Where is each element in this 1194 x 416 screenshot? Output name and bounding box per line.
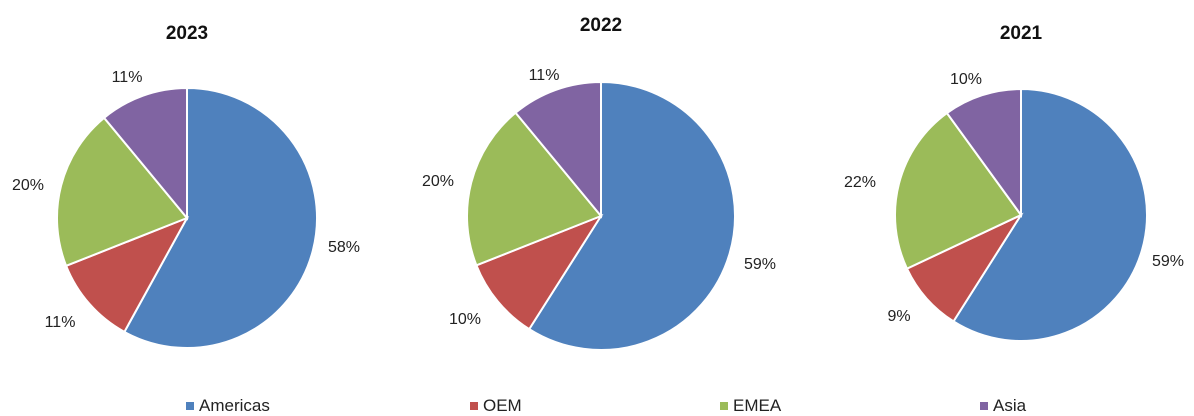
data-label-oem: 9% bbox=[887, 308, 910, 325]
data-label-americas: 58% bbox=[328, 239, 360, 256]
slice-americas bbox=[527, 80, 736, 351]
chart-title: 2021 bbox=[1000, 23, 1043, 44]
slice-asia bbox=[514, 80, 602, 219]
slice-americas bbox=[952, 87, 1148, 342]
data-label-asia: 11% bbox=[112, 69, 143, 86]
data-label-americas: 59% bbox=[744, 256, 776, 273]
pie-chart-2022: 2022 59% 10% 20% 11% bbox=[422, 15, 776, 351]
slice-asia bbox=[945, 87, 1022, 219]
slice-oem bbox=[64, 216, 190, 334]
legend-label-emea: EMEA bbox=[733, 396, 782, 415]
data-label-oem: 11% bbox=[45, 314, 76, 331]
legend-item-oem: OEM bbox=[470, 396, 522, 416]
pie-chart-2023: 2023 58% 11% 20% 11% bbox=[12, 23, 360, 349]
data-label-emea: 20% bbox=[422, 173, 454, 190]
pie-chart-2021: 2021 59% 9% 22% 10% bbox=[844, 23, 1184, 342]
legend-item-emea: EMEA bbox=[720, 396, 781, 416]
data-label-americas: 59% bbox=[1152, 253, 1184, 270]
legend-swatch-oem bbox=[470, 402, 478, 410]
data-label-oem: 10% bbox=[449, 311, 481, 328]
legend-label-americas: Americas bbox=[199, 396, 270, 415]
legend-item-asia: Asia bbox=[980, 396, 1026, 416]
data-label-asia: 11% bbox=[529, 67, 560, 84]
slice-emea bbox=[466, 111, 603, 267]
legend-label-oem: OEM bbox=[483, 396, 522, 415]
slice-americas bbox=[123, 86, 318, 349]
legend: Americas OEM EMEA Asia bbox=[0, 396, 1194, 416]
legend-swatch-emea bbox=[720, 402, 728, 410]
chart-title: 2023 bbox=[166, 23, 208, 44]
data-label-emea: 20% bbox=[12, 177, 44, 194]
legend-swatch-americas bbox=[186, 402, 194, 410]
data-label-emea: 22% bbox=[844, 174, 876, 191]
slice-emea bbox=[56, 116, 189, 268]
legend-item-americas: Americas bbox=[186, 396, 270, 416]
data-label-asia: 10% bbox=[950, 71, 982, 88]
legend-label-asia: Asia bbox=[993, 396, 1027, 415]
slice-asia bbox=[102, 86, 188, 221]
legend-swatch-asia bbox=[980, 402, 988, 410]
slice-oem bbox=[475, 213, 604, 331]
slice-emea bbox=[893, 111, 1023, 270]
chart-title: 2022 bbox=[580, 15, 622, 36]
